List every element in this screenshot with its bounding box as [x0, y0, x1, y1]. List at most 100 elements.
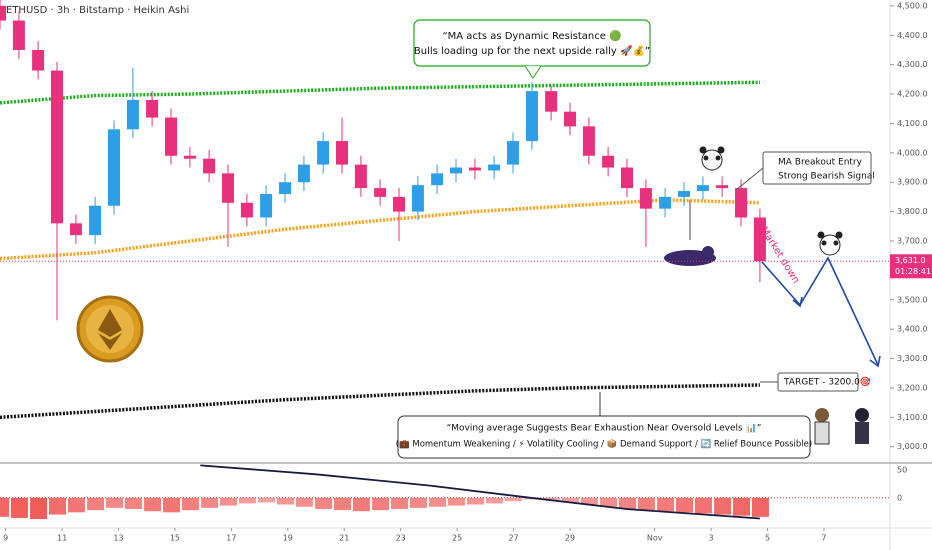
y-tick-label: 0: [897, 493, 902, 502]
x-tick-label: 7: [821, 534, 826, 543]
candle-body: [716, 185, 729, 189]
entry-pointer: [735, 167, 764, 191]
candle-body: [51, 70, 64, 224]
candle-body: [69, 223, 82, 236]
histogram-bar: [751, 497, 769, 517]
y-tick-label: 3,500.0: [897, 295, 928, 304]
candle-body: [279, 182, 292, 194]
candle-body: [32, 49, 45, 71]
histogram-bar: [391, 497, 409, 509]
candle-body: [564, 111, 577, 127]
histogram-bar: [277, 497, 295, 505]
histogram-bar: [0, 497, 9, 517]
x-tick-label: 15: [170, 534, 180, 543]
histogram-bar: [543, 497, 561, 501]
x-tick-label: 3: [709, 534, 714, 543]
pandas: [699, 146, 843, 256]
candle-body: [297, 164, 310, 183]
candle-body: [545, 91, 558, 112]
candle-body: [431, 173, 444, 186]
candle-body: [146, 99, 159, 118]
histogram-bar: [315, 497, 333, 509]
histogram-bar: [372, 497, 390, 511]
histogram-bar: [733, 497, 751, 516]
y-tick-label: 4,200.0: [897, 90, 928, 99]
candle-body: [488, 164, 501, 171]
candle-body: [735, 188, 748, 218]
y-tick-label: 3,900.0: [897, 178, 928, 187]
histogram-bar: [448, 497, 466, 506]
callout-text: Bulls loading up for the next upside ral…: [414, 44, 650, 57]
histogram-bar: [429, 497, 447, 507]
candle-body: [336, 141, 349, 165]
y-tick-label: 3,700.0: [897, 236, 928, 245]
moving-average: [0, 198, 760, 261]
candle-body: [621, 167, 634, 189]
x-tick-label: 9: [3, 534, 8, 543]
candle-body: [507, 141, 520, 165]
histogram-bar: [657, 497, 675, 512]
callout-pointer: [524, 65, 542, 79]
candle-body: [639, 188, 652, 209]
histogram-bar: [67, 497, 85, 513]
histogram-bar: [258, 497, 276, 503]
histogram-bar: [30, 497, 48, 520]
target-text: TARGET - 3200.0🎯: [783, 377, 871, 388]
histogram-bar: [87, 497, 105, 511]
bottom-box: [397, 415, 811, 459]
y-tick-label: 4,500.0: [897, 1, 928, 10]
moving-average: [0, 383, 760, 420]
histogram-bar: [201, 497, 219, 508]
candle-body: [222, 173, 235, 203]
candle-body: [240, 202, 253, 218]
candle-body: [126, 99, 139, 130]
countdown-label: 01:28:41: [895, 267, 931, 276]
histogram-bar: [124, 497, 142, 509]
callout-text: “MA acts as Dynamic Resistance 🟢: [442, 29, 621, 42]
y-tick-label: 4,000.0: [897, 148, 928, 157]
candle-body: [260, 193, 273, 218]
histogram-bar: [220, 497, 238, 506]
histogram-bar: [295, 497, 313, 507]
y-tick-label: 3,100.0: [897, 413, 928, 422]
thief-figure: [664, 200, 716, 266]
histogram-bar: [676, 497, 694, 513]
eth-coin: [76, 295, 144, 363]
x-tick-label: 13: [113, 534, 123, 543]
histogram-bar: [637, 497, 655, 511]
histogram-bar: [49, 497, 67, 515]
candle-body: [468, 167, 481, 171]
x-tick-label: 17: [226, 534, 236, 543]
entry-text: Strong Bearish Signal: [778, 172, 875, 182]
candle-body: [89, 205, 102, 236]
candle-body: [696, 185, 709, 192]
candle-body: [753, 217, 766, 262]
callout-box: [413, 19, 651, 67]
histogram-bar: [238, 497, 256, 504]
projection-arrows: [761, 256, 881, 368]
y-tick-label: 3,200.0: [897, 383, 928, 392]
oscillator-line: [200, 464, 760, 520]
y-tick-label: 50: [897, 465, 907, 474]
histogram-bar: [181, 497, 199, 511]
last-price-tag: [890, 254, 932, 279]
histogram-bar: [466, 497, 484, 505]
x-tick-label: 25: [452, 534, 462, 543]
candle-body: [0, 5, 6, 21]
runners: [814, 408, 869, 445]
x-tick-label: 29: [565, 534, 575, 543]
x-tick-label: 5: [765, 534, 770, 543]
histogram-bar: [106, 497, 124, 508]
histogram-bar: [334, 497, 352, 511]
chart-title: ETHUSD · 3h · Bitstamp · Heikin Ashi: [6, 5, 189, 16]
candle-body: [374, 188, 387, 197]
candle-body: [12, 20, 25, 50]
x-tick-label: Nov: [647, 534, 663, 543]
candle-body: [525, 91, 538, 142]
y-tick-label: 3,800.0: [897, 207, 928, 216]
candle-body: [183, 155, 196, 159]
histogram-bar: [486, 497, 504, 504]
y-tick-label: 3,300.0: [897, 354, 928, 363]
